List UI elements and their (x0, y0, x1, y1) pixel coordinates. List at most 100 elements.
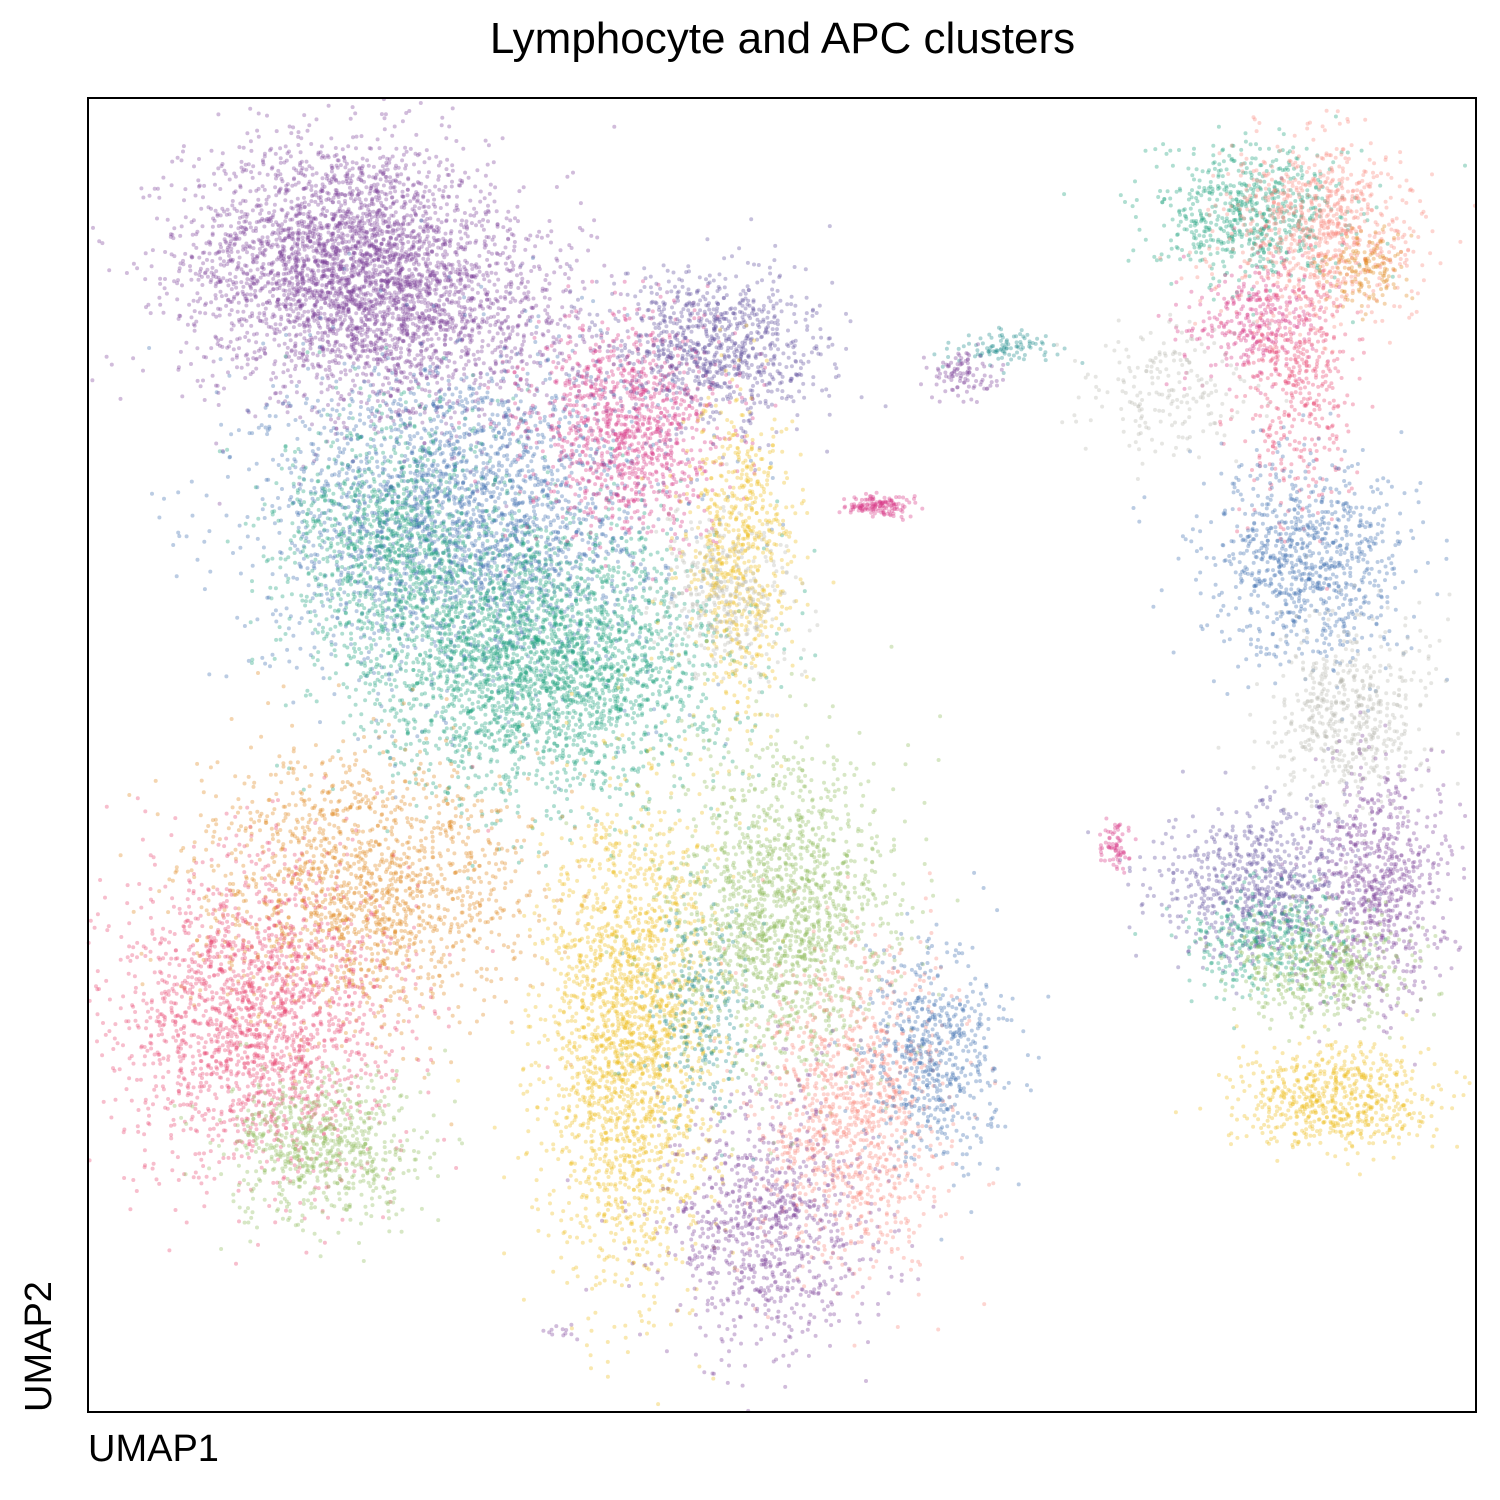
point (335, 224, 340, 229)
point (149, 264, 154, 269)
point (309, 142, 314, 146)
point (265, 332, 270, 337)
point (336, 158, 341, 163)
point (522, 291, 527, 296)
point (440, 376, 444, 381)
point (212, 171, 216, 176)
point (369, 241, 374, 246)
point (316, 241, 320, 246)
point (233, 275, 238, 279)
point (300, 287, 305, 292)
point (328, 181, 333, 186)
point (291, 125, 296, 130)
point (197, 184, 201, 189)
point (439, 359, 444, 364)
point (399, 370, 404, 375)
point (227, 344, 231, 349)
point (331, 175, 336, 180)
point (382, 318, 387, 323)
point (554, 185, 559, 189)
point (285, 313, 290, 317)
point (528, 445, 533, 450)
point (482, 196, 487, 201)
point (266, 477, 271, 482)
point (426, 229, 431, 234)
point (448, 237, 453, 242)
point (495, 289, 500, 294)
point (390, 315, 395, 320)
point (376, 225, 381, 230)
point (265, 172, 270, 177)
point (219, 164, 224, 168)
point (358, 287, 363, 292)
point (312, 302, 317, 307)
point (519, 434, 524, 439)
point (348, 229, 353, 234)
point (542, 414, 547, 419)
point (547, 321, 552, 326)
point (214, 390, 219, 395)
point (175, 297, 180, 302)
point (448, 271, 452, 275)
point (389, 393, 393, 398)
point (447, 194, 452, 199)
point (432, 228, 436, 232)
point (371, 311, 376, 316)
point (558, 317, 563, 322)
point (400, 236, 405, 241)
point (306, 224, 311, 229)
point (474, 391, 479, 396)
point (222, 386, 226, 391)
point (321, 272, 326, 277)
point (351, 199, 356, 204)
point (363, 323, 368, 327)
point (177, 269, 182, 274)
point (367, 308, 372, 312)
point (455, 207, 460, 212)
point (294, 259, 299, 263)
point (441, 411, 446, 416)
point (260, 241, 265, 245)
point (250, 239, 255, 244)
point (354, 146, 358, 151)
point (444, 167, 449, 172)
point (209, 148, 214, 153)
point (472, 206, 477, 211)
point (385, 376, 390, 381)
point (498, 521, 503, 526)
point (358, 418, 362, 423)
point (388, 205, 393, 210)
point (470, 328, 475, 333)
point (352, 259, 356, 264)
point (231, 236, 236, 241)
point (457, 263, 462, 268)
point (275, 286, 280, 291)
point (421, 287, 426, 292)
point (418, 225, 423, 230)
point (528, 318, 533, 323)
point (388, 333, 393, 338)
point (131, 261, 136, 266)
point (343, 368, 348, 373)
point (365, 256, 370, 261)
point (483, 210, 488, 215)
point (467, 312, 472, 317)
point (380, 314, 385, 319)
point (425, 263, 430, 268)
point (373, 317, 378, 322)
point (478, 375, 483, 380)
point (329, 176, 334, 181)
point (443, 231, 448, 236)
point (320, 249, 325, 254)
point (214, 383, 218, 388)
point (227, 177, 232, 182)
point (287, 332, 292, 337)
point (427, 467, 432, 472)
point (188, 268, 193, 273)
point (264, 239, 269, 244)
point (374, 172, 379, 177)
point (407, 267, 412, 272)
point (254, 281, 259, 286)
point (504, 468, 509, 473)
point (236, 264, 241, 269)
